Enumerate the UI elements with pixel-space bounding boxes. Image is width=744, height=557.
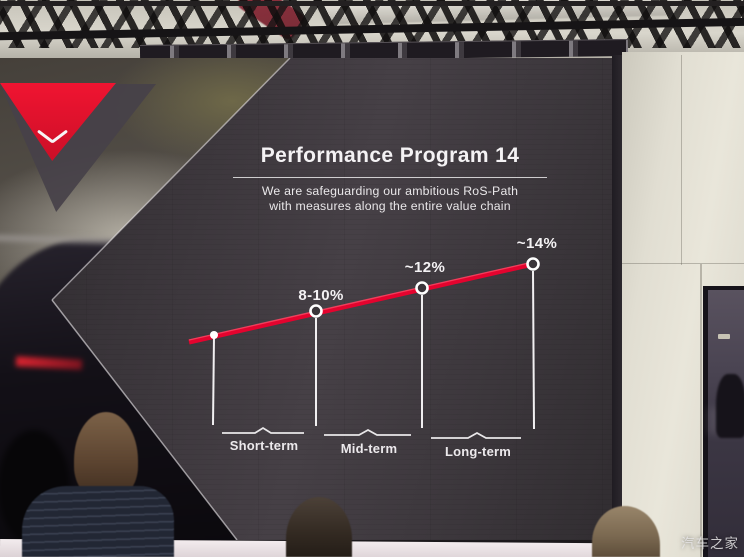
marker-start bbox=[210, 331, 218, 339]
secondary-screen bbox=[703, 286, 744, 557]
watermark-autohome: 汽车之家 bbox=[681, 536, 739, 551]
data-label-mid-term: ~12% bbox=[404, 259, 446, 276]
wall-seam bbox=[681, 55, 682, 265]
subtitle-line-2: with measures along the entire value cha… bbox=[269, 198, 511, 213]
audience-person-2 bbox=[266, 497, 370, 557]
data-label-short-term: 8-10% bbox=[298, 287, 344, 304]
bracket-long-term bbox=[431, 431, 521, 439]
audience-person-2-head bbox=[286, 497, 352, 557]
chart-canvas bbox=[51, 58, 540, 540]
axis-label-short-term: Short-term bbox=[229, 438, 299, 453]
bracket-mid-term bbox=[324, 428, 411, 436]
marker-long-term bbox=[526, 257, 540, 271]
diagonal-edge-upper bbox=[51, 58, 291, 301]
subtitle-line-1: We are safeguarding our ambitious RoS-Pa… bbox=[261, 184, 519, 198]
trend-line bbox=[188, 261, 534, 345]
secondary-screen-license-plate bbox=[718, 334, 730, 339]
trend-line-highlight bbox=[188, 261, 534, 341]
audience-person-1 bbox=[22, 412, 174, 557]
diagonal-edge-lower bbox=[51, 299, 238, 540]
audience-person-1-shoulders bbox=[22, 486, 174, 557]
slide-subtitle: We are safeguarding our ambitious RoS-Pa… bbox=[214, 184, 566, 213]
truss-chord-upper bbox=[0, 1, 744, 6]
bracket-short-term bbox=[222, 426, 304, 434]
audience-person-3-head bbox=[592, 506, 660, 557]
ceiling-band bbox=[0, 0, 744, 60]
wall-seam bbox=[622, 263, 744, 264]
marker-short-term bbox=[309, 304, 323, 318]
audience-person-1-head bbox=[74, 412, 138, 500]
slide-title: Performance Program 14 bbox=[260, 144, 520, 167]
axis-label-mid-term: Mid-term bbox=[340, 441, 398, 456]
screen-edge-gap bbox=[612, 55, 622, 540]
data-label-long-term: ~14% bbox=[516, 235, 558, 252]
title-divider bbox=[233, 177, 547, 178]
drop-line-long-term bbox=[532, 270, 535, 430]
audience-person-3 bbox=[576, 506, 672, 557]
secondary-screen-car bbox=[716, 374, 744, 438]
marker-mid-term bbox=[415, 281, 429, 295]
drop-line-start bbox=[212, 335, 215, 426]
axis-label-long-term: Long-term bbox=[444, 444, 512, 459]
pillar-edge bbox=[700, 264, 702, 557]
